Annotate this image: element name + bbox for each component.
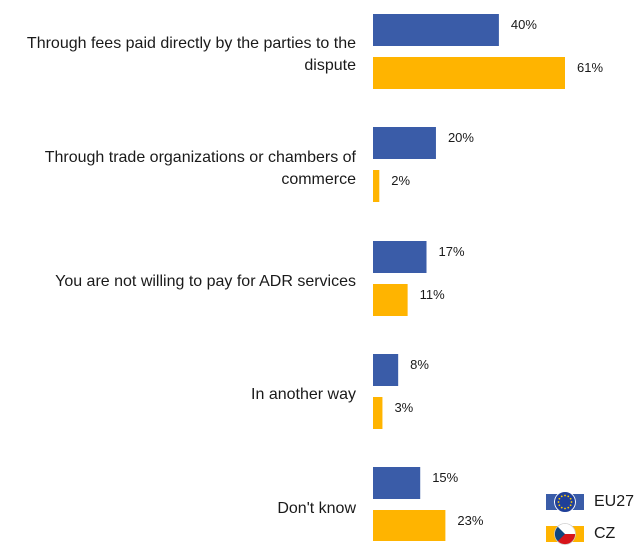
category-label-5: Don't know [6,498,356,520]
category-label-4: In another way [6,384,356,406]
cz-flag-icon [554,523,576,545]
legend-item-cz: CZ [546,520,638,548]
category-label-line: Through trade organizations or chambers … [44,149,356,166]
eu-star [558,497,561,500]
bar-cz-1 [373,57,565,89]
bar-cz-3 [373,284,408,316]
eu-star [569,504,572,507]
eu-star [557,501,560,503]
bar-cz-5 [373,510,446,541]
category-label-line: Don't know [277,500,356,517]
eu-star [569,497,572,500]
eu-star [560,495,563,498]
legend-swatch-cz [546,523,584,545]
category-label-1: Through fees paid directly by the partie… [6,33,356,77]
bar-eu27-4 [373,354,399,386]
bar-eu27-2 [373,127,436,159]
eu-star [567,495,570,498]
eu-star [570,501,573,503]
legend-label-cz: CZ [594,525,616,542]
bar-eu27-1 [373,14,499,46]
eu-flag-icon [554,491,576,513]
bar-cz-2 [373,170,380,202]
legend: EU27 CZ [546,488,638,552]
data-label-eu27-5: 15% [432,470,458,485]
category-label-2: Through trade organizations or chambers … [6,147,356,191]
data-label-eu27-3: 17% [439,244,465,259]
category-label-line: dispute [304,57,356,74]
eu-star [567,506,570,509]
bar-eu27-5 [373,467,421,499]
eu-star [564,507,566,510]
eu-star [560,506,563,509]
bar-eu27-3 [373,241,427,273]
data-label-eu27-1: 40% [511,17,537,32]
category-label-line: In another way [251,386,356,403]
data-label-cz-3: 11% [420,287,445,302]
bar-cz-4 [373,397,383,429]
data-label-cz-4: 3% [394,400,413,415]
data-label-cz-2: 2% [391,173,410,188]
eu-star [558,504,561,507]
category-label-line: Through fees paid directly by the partie… [26,35,356,52]
data-label-eu27-2: 20% [448,130,474,145]
legend-swatch-eu27 [546,491,584,513]
legend-label-eu27: EU27 [594,493,635,510]
data-label-cz-5: 23% [457,513,483,528]
data-label-cz-1: 61% [577,60,603,75]
category-label-line: commerce [281,171,356,188]
legend-item-eu27: EU27 [546,488,638,516]
category-label-line: You are not willing to pay for ADR servi… [55,273,356,290]
eu-star [564,494,566,497]
data-label-eu27-4: 8% [410,357,429,372]
category-label-3: You are not willing to pay for ADR servi… [6,271,356,293]
